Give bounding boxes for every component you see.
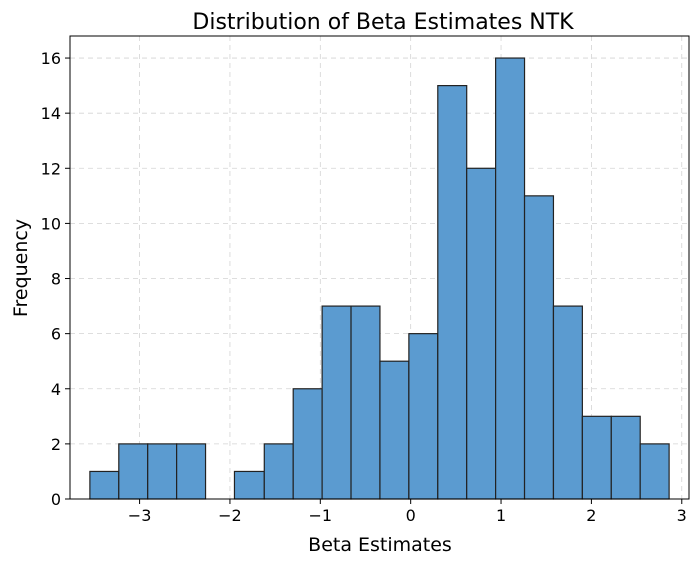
chart-title: Distribution of Beta Estimates NTK	[192, 10, 574, 35]
plot-frame	[69, 35, 690, 500]
y-tick-label: 10	[41, 214, 61, 233]
y-tick-label: 14	[41, 104, 61, 123]
x-axis-label: Beta Estimates	[308, 534, 452, 556]
histogram-bar	[263, 443, 294, 500]
histogram-bar	[552, 305, 583, 500]
x-tick-label: 0	[406, 506, 416, 525]
histogram-bar	[321, 305, 352, 500]
histogram-bar	[89, 470, 120, 500]
histogram-bar	[437, 85, 468, 500]
x-tick-label: 3	[677, 506, 687, 525]
y-axis-ticks: 0 2 4 6 8 10 12 14 16	[41, 49, 70, 509]
histogram-bar	[495, 57, 526, 500]
histogram-bar	[408, 333, 439, 500]
x-tick-label: 2	[586, 506, 596, 525]
histogram-bar	[233, 470, 265, 500]
y-axis-label: Frequency	[10, 219, 32, 317]
histogram-bar	[147, 443, 178, 500]
histogram-bar	[379, 360, 410, 500]
x-tick-label: 1	[496, 506, 506, 525]
histogram-bar	[639, 443, 670, 500]
histogram-bar	[292, 388, 323, 500]
y-tick-label: 8	[51, 270, 61, 289]
y-tick-label: 4	[51, 380, 61, 399]
y-tick-label: 2	[51, 435, 61, 454]
x-tick-label: −2	[218, 506, 242, 525]
y-tick-label: 16	[41, 49, 61, 68]
y-tick-label: 6	[51, 325, 61, 344]
x-tick-label: −1	[309, 506, 333, 525]
histogram-bar	[466, 167, 497, 500]
histogram-bar	[118, 443, 149, 500]
y-tick-label: 12	[41, 159, 61, 178]
x-axis-ticks: −3 −2 −1 0 1 2 3	[128, 499, 687, 525]
histogram-bar	[350, 305, 381, 500]
histogram-bar	[176, 443, 207, 500]
histogram-bar	[610, 415, 641, 500]
y-tick-label: 0	[51, 490, 61, 509]
histogram-bar	[581, 415, 612, 500]
histogram-bar	[523, 195, 555, 500]
x-tick-label: −3	[128, 506, 152, 525]
histogram-bars	[89, 57, 670, 500]
